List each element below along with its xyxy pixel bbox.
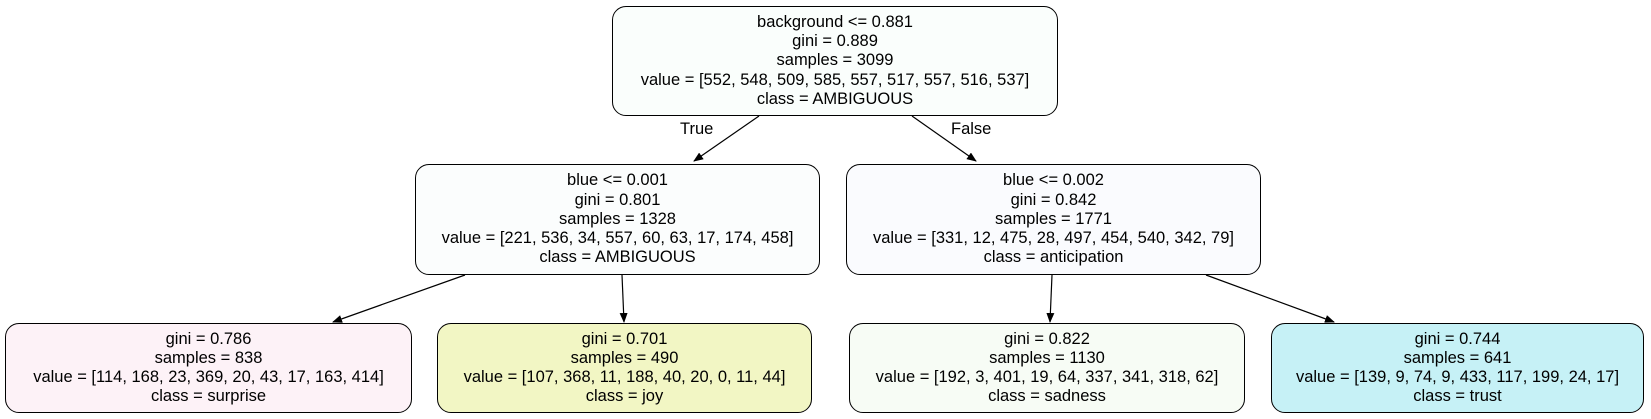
node-value: value = [107, 368, 11, 188, 40, 20, 0, 1… [463, 368, 786, 386]
tree-node-right: blue <= 0.002 gini = 0.842 samples = 177… [846, 164, 1261, 275]
edge-right-to-leaf-rl [1046, 274, 1055, 323]
node-samples: samples = 1130 [989, 348, 1105, 367]
tree-leaf-joy: gini = 0.701 samples = 490 value = [107,… [437, 323, 812, 413]
tree-leaf-surprise: gini = 0.786 samples = 838 value = [114,… [5, 323, 412, 413]
edge-root-to-right [911, 115, 977, 162]
node-samples: samples = 641 [1403, 348, 1512, 367]
node-gini: gini = 0.801 [574, 190, 661, 209]
tree-leaf-trust: gini = 0.744 samples = 641 value = [139,… [1271, 323, 1644, 413]
node-class: class = trust [1413, 387, 1502, 406]
node-class: class = sadness [988, 387, 1106, 406]
edge-root-to-left [693, 115, 760, 162]
tree-node-root: background <= 0.881 gini = 0.889 samples… [612, 6, 1058, 116]
node-samples: samples = 838 [154, 348, 263, 367]
node-class: class = anticipation [983, 248, 1124, 267]
edge-right-to-leaf-rr [1205, 274, 1335, 323]
node-value: value = [331, 12, 475, 28, 497, 454, 540… [872, 229, 1234, 248]
node-condition: background <= 0.881 [757, 12, 913, 31]
node-class: class = AMBIGUOUS [539, 248, 696, 267]
node-class: class = joy [585, 387, 664, 406]
edge-label-false: False [951, 120, 992, 138]
node-samples: samples = 3099 [776, 51, 894, 70]
node-gini: gini = 0.701 [581, 329, 668, 348]
node-condition: blue <= 0.001 [567, 171, 668, 190]
edge-left-to-leaf-lr [619, 274, 628, 323]
node-samples: samples = 1328 [559, 209, 676, 228]
edge-label-true: True [680, 120, 714, 138]
node-gini: gini = 0.786 [165, 329, 252, 348]
node-gini: gini = 0.889 [792, 32, 878, 51]
node-gini: gini = 0.744 [1414, 329, 1501, 348]
node-value: value = [552, 548, 509, 585, 557, 517, 5… [640, 70, 1030, 89]
tree-leaf-sadness: gini = 0.822 samples = 1130 value = [192… [849, 323, 1245, 413]
node-samples: samples = 1771 [995, 209, 1112, 228]
node-value: value = [114, 168, 23, 369, 20, 43, 17, … [33, 368, 384, 386]
node-condition: blue <= 0.002 [1003, 171, 1104, 190]
node-gini: gini = 0.842 [1010, 190, 1097, 209]
node-class: class = AMBIGUOUS [756, 89, 914, 108]
node-samples: samples = 490 [570, 348, 679, 367]
node-value: value = [192, 3, 401, 19, 64, 337, 341, … [875, 368, 1219, 386]
edge-left-to-leaf-ll [332, 274, 466, 323]
node-class: class = surprise [150, 387, 267, 406]
tree-node-left: blue <= 0.001 gini = 0.801 samples = 132… [415, 164, 820, 275]
node-gini: gini = 0.822 [1004, 329, 1090, 348]
node-value: value = [139, 9, 74, 9, 433, 117, 199, 2… [1295, 368, 1620, 386]
node-value: value = [221, 536, 34, 557, 60, 63, 17, … [441, 229, 794, 248]
